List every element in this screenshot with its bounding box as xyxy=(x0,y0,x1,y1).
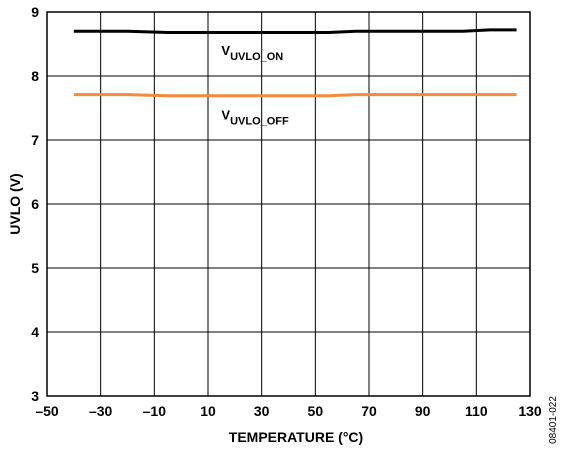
data-series xyxy=(73,28,517,98)
y-tick-label: 7 xyxy=(31,132,39,148)
series-line-uvlo-on xyxy=(73,28,517,34)
series-line-uvlo-off xyxy=(73,93,517,98)
y-tick-labels: 3 4 5 6 7 8 9 xyxy=(31,4,39,404)
x-tick-labels: –50 –30 –10 10 30 50 70 90 110 130 xyxy=(35,403,542,419)
y-tick-label: 5 xyxy=(31,260,39,276)
x-tick-label: –50 xyxy=(35,403,59,419)
y-axis-title: UVLO (V) xyxy=(7,173,23,234)
y-tick-label: 3 xyxy=(31,388,39,404)
series-annotation-uvlo-on: VUVLO_ON xyxy=(221,43,283,63)
x-tick-label: 50 xyxy=(308,403,324,419)
grid-lines xyxy=(46,11,531,397)
figure-id: 08401-022 xyxy=(548,396,559,444)
series-annotation-uvlo-off: VUVLO_OFF xyxy=(221,108,289,128)
x-tick-label: 30 xyxy=(254,403,270,419)
y-tick-label: 8 xyxy=(31,68,39,84)
x-tick-label: 10 xyxy=(200,403,216,419)
x-tick-label: –10 xyxy=(143,403,167,419)
y-tick-label: 4 xyxy=(31,324,39,340)
series-annotations: VUVLO_ON VUVLO_OFF xyxy=(221,43,289,128)
x-axis-title: TEMPERATURE (°C) xyxy=(229,429,363,445)
x-tick-label: 90 xyxy=(415,403,431,419)
y-tick-label: 9 xyxy=(31,4,39,20)
x-tick-label: 70 xyxy=(361,403,377,419)
y-tick-label: 6 xyxy=(31,196,39,212)
x-tick-label: 130 xyxy=(518,403,542,419)
x-tick-label: –30 xyxy=(89,403,113,419)
x-tick-label: 110 xyxy=(465,403,488,419)
plot-frame xyxy=(46,11,531,397)
